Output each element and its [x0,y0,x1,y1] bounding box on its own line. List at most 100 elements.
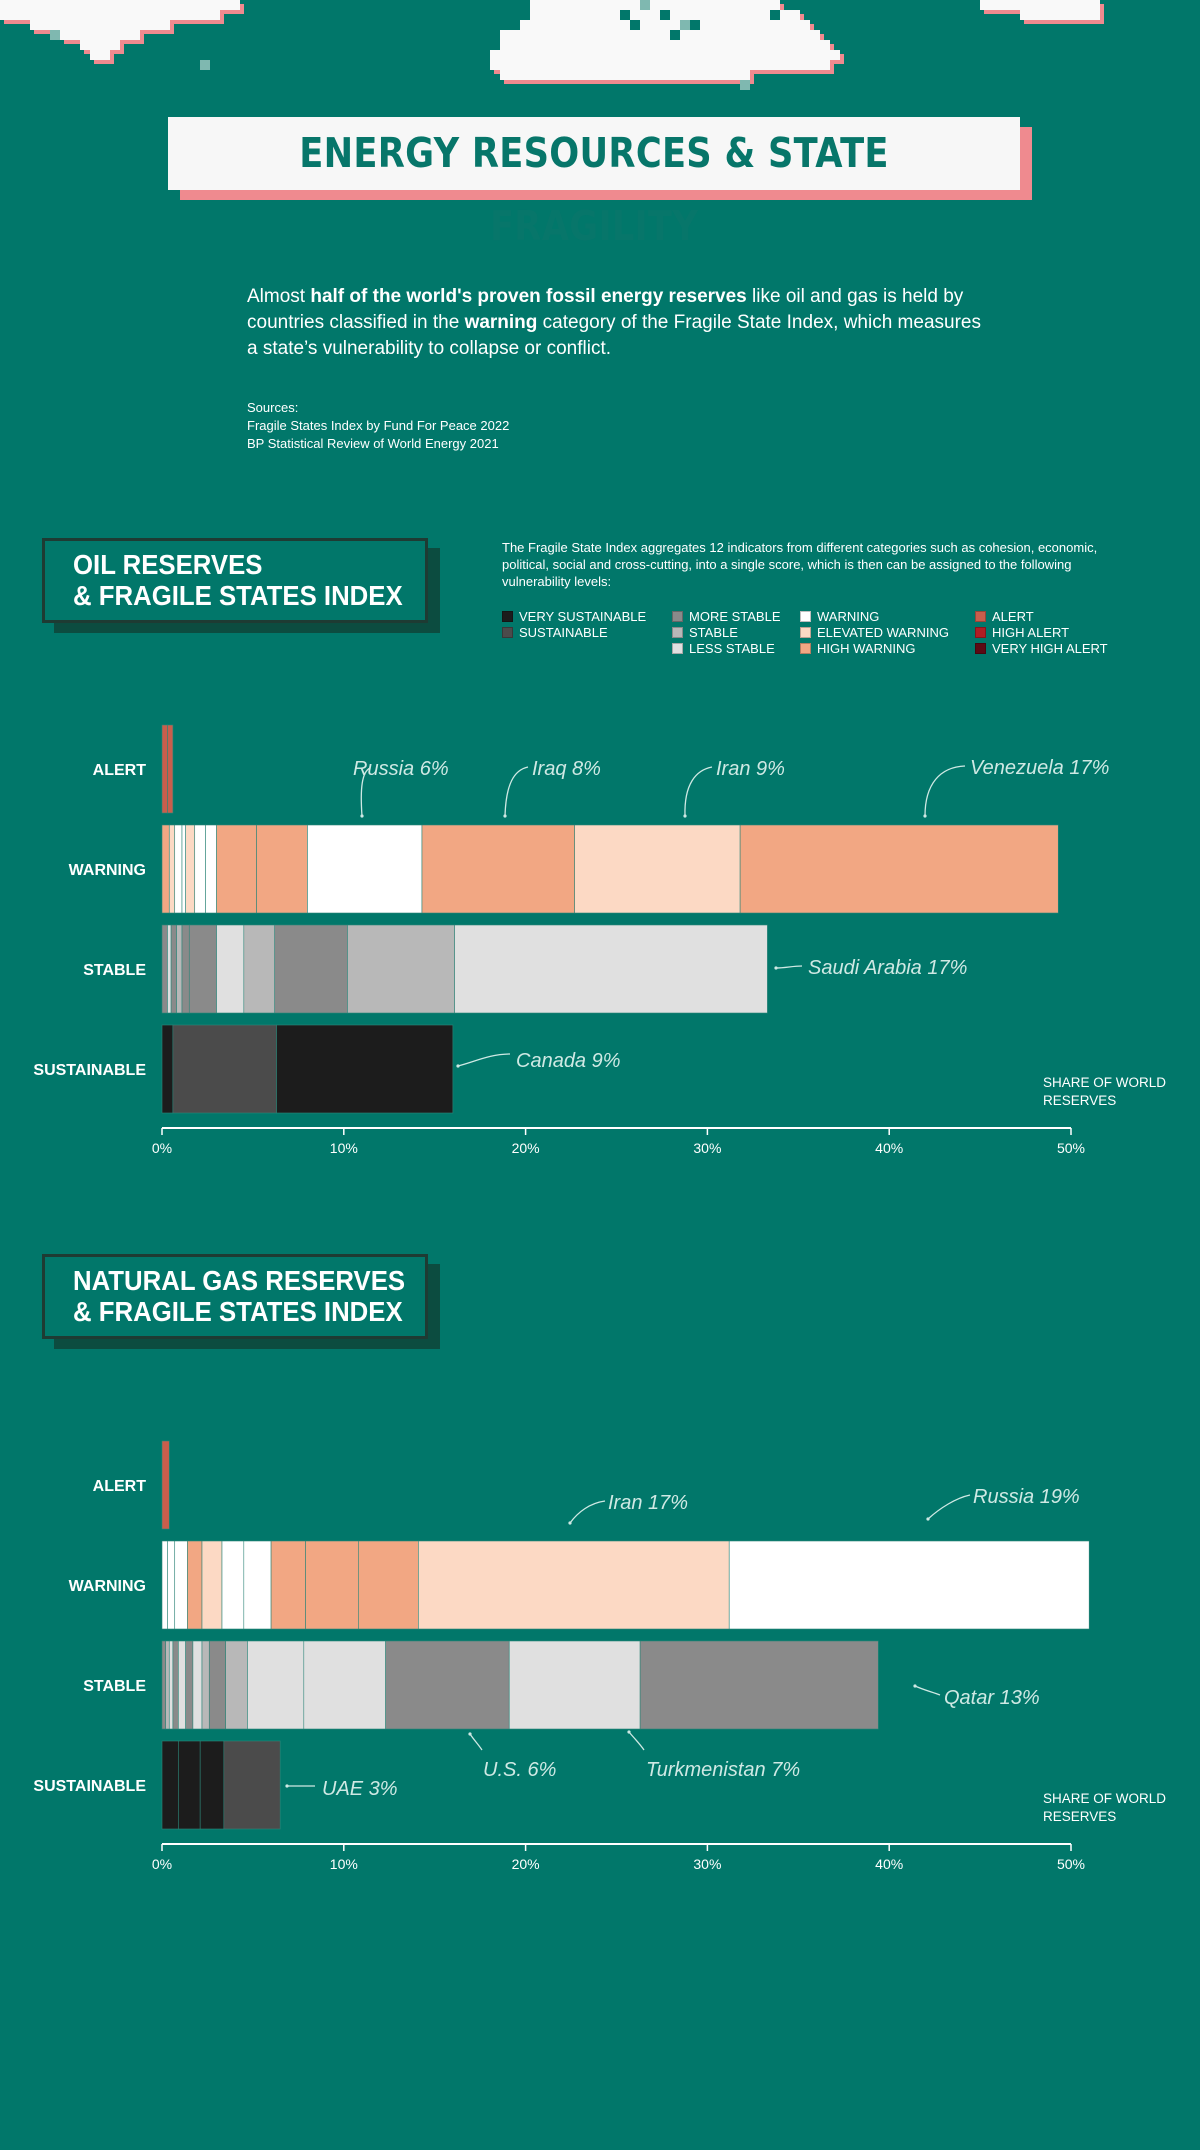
bar-segment [728,1540,1090,1630]
legend-swatch [672,627,683,638]
map-land [0,0,240,10]
x-axis-title-line: RESERVES [1043,1809,1116,1824]
legend-label: HIGH WARNING [817,641,916,656]
bar-segment [243,924,276,1014]
bar-segment [181,924,190,1014]
map-water [660,10,670,20]
annotation-arrow [684,766,713,817]
annotation-arrowhead [923,814,927,818]
bar-segment [221,1540,245,1630]
annotation-arrowhead [285,1784,289,1788]
legend-item: HIGH WARNING [800,641,915,657]
x-tick-label: 50% [1057,1856,1085,1872]
bar-segment [205,824,217,914]
bar-segment [454,924,768,1014]
bar-segment [274,924,348,1014]
legend-item: VERY HIGH ALERT [975,641,1108,657]
map-water [630,20,640,30]
legend-swatch [975,611,986,622]
annotation-label: Canada 9% [516,1050,621,1072]
bar-segment [181,824,186,914]
map-land [1020,10,1100,20]
map-land-shade [680,20,690,30]
page-title: ENERGY RESOURCES & STATE FRAGILITY [299,129,889,250]
oil-section-title: OIL RESERVES & FRAGILE STATES INDEX [42,538,428,623]
row-label: STABLE [83,962,146,979]
row-label: STABLE [83,1678,146,1695]
annotation-label: Iraq 8% [532,758,601,780]
bar-segment [421,824,575,914]
map-water [120,80,130,90]
row-label: ALERT [93,1478,147,1495]
legend-item: VERY SUSTAINABLE [502,609,646,625]
title-banner: ENERGY RESOURCES & STATE FRAGILITY [168,117,1020,250]
map-water [690,20,700,30]
bar-segment [508,1640,641,1730]
bar-segment [208,1640,226,1730]
legend-label: HIGH ALERT [992,625,1070,640]
row-label: SUSTAINABLE [33,1778,146,1795]
bar-segment [201,1540,223,1630]
bar-segment [303,1640,386,1730]
row-label: SUSTAINABLE [33,1062,146,1079]
bar-segment [185,1640,194,1730]
annotation-label: U.S. 6% [483,1759,556,1781]
annotation-arrow [914,1685,941,1696]
x-tick-label: 0% [152,1856,172,1872]
x-tick-label: 40% [875,1140,903,1156]
legend-label: SUSTAINABLE [519,625,608,640]
annotation-arrowhead [468,1732,472,1736]
map-land [520,20,810,30]
legend-label: LESS STABLE [689,641,775,656]
x-axis-title-line: SHARE OF WORLD [1043,1791,1166,1806]
bar-segment [192,1640,203,1730]
bar-segment [305,1540,359,1630]
bar-segment [168,824,176,914]
x-axis-title-line: SHARE OF WORLD [1043,1075,1166,1090]
bar-segment [270,1540,306,1630]
bar-segment [167,924,172,1014]
annotation-arrowhead [568,1521,572,1525]
legend-item: ELEVATED WARNING [800,625,949,641]
map-water [160,80,170,90]
map-land-shade [740,80,750,90]
legend-swatch [672,611,683,622]
bar-segment [167,724,174,814]
bar-segment [161,1440,170,1530]
legend-item: MORE STABLE [672,609,781,625]
row-label: ALERT [93,762,147,779]
bar-segment [243,1540,272,1630]
bar-segment [168,1640,174,1730]
annotation-label: Russia 19% [973,1486,1080,1508]
x-axis-title: SHARE OF WORLD RESERVES [1043,1791,1166,1824]
bar-segment [216,824,257,914]
legend-swatch [672,643,683,654]
legend-swatch [800,643,811,654]
legend-item: HIGH ALERT [975,625,1069,641]
map-land [530,0,780,10]
annotation-label: Qatar 13% [944,1687,1040,1709]
annotation-label: Russia 6% [353,758,449,780]
legend-label: STABLE [689,625,738,640]
bar-segment [174,824,183,914]
bar-segment [201,1640,210,1730]
x-axis-title-line: RESERVES [1043,1093,1116,1108]
map-land [490,50,840,60]
legend-swatch [502,611,513,622]
world-map-decoration [0,0,1104,90]
bar-segment [167,1540,176,1630]
x-axis-title: SHARE OF WORLD RESERVES [1043,1075,1166,1108]
bar-segment [199,1740,225,1830]
legend-swatch [975,627,986,638]
source-item: Fragile States Index by Fund For Peace 2… [247,418,510,433]
annotation-label: Saudi Arabia 17% [808,957,967,979]
x-tick-label: 30% [693,1140,721,1156]
map-water [230,70,240,80]
annotation-label: Iran 9% [716,758,785,780]
annotation-arrow [360,767,371,817]
row-label: WARNING [69,1578,146,1595]
intro-bold-2: warning [464,312,538,333]
bar-segment [223,1740,281,1830]
map-land [80,40,120,50]
legend-item: ALERT [975,609,1034,625]
